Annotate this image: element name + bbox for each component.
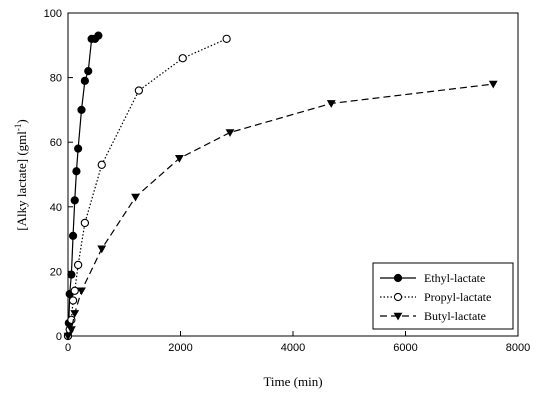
legend-item: Butyl-lactate — [380, 309, 486, 323]
y-axis-title-main: [Alky lactate] (gml — [14, 131, 29, 231]
data-point — [68, 296, 78, 305]
legend: Ethyl-lactate Propyl-lactate Butyl-lactate — [372, 262, 514, 330]
data-point — [393, 292, 403, 302]
data-point — [63, 332, 73, 341]
y-tick-label: 40 — [50, 202, 62, 214]
data-point — [73, 260, 83, 270]
y-axis-ticks: 0 20 40 60 80 100 — [44, 8, 73, 343]
y-axis-title-close: ) — [14, 119, 29, 123]
data-point — [131, 193, 140, 202]
data-point — [70, 196, 79, 205]
data-point — [174, 155, 184, 163]
x-axis-title: Time (min) — [263, 374, 322, 389]
data-point — [97, 245, 107, 254]
data-point — [77, 287, 86, 296]
x-tick-label: 6000 — [393, 342, 417, 354]
x-tick-label: 0 — [65, 342, 71, 354]
data-point — [68, 231, 78, 240]
data-point — [97, 160, 106, 169]
legend-item: Ethyl-lactate — [380, 271, 485, 285]
y-tick-label: 60 — [50, 137, 62, 149]
data-point — [393, 312, 403, 321]
legend-label: Butyl-lactate — [424, 309, 486, 323]
data-point — [488, 80, 498, 89]
y-axis-title-sup: -1 — [13, 124, 23, 132]
data-point — [77, 105, 86, 115]
x-tick-label: 8000 — [506, 342, 530, 354]
data-point — [178, 54, 187, 63]
y-axis-title: [Alky lactate] (gml-1) — [13, 119, 29, 230]
legend-label: Ethyl-lactate — [424, 271, 485, 285]
y-tick-label: 20 — [50, 266, 62, 278]
data-point — [66, 326, 76, 334]
y-tick-label: 0 — [56, 331, 62, 343]
legend-label: Propyl-lactate — [424, 290, 491, 304]
data-point — [222, 34, 231, 43]
y-tick-label: 80 — [50, 73, 62, 85]
series-butyl-lactate — [63, 80, 498, 341]
data-point — [393, 273, 403, 283]
data-point — [67, 270, 76, 279]
legend-item: Propyl-lactate — [380, 290, 491, 304]
x-axis-ticks: 0 2000 4000 6000 8000 — [65, 331, 530, 354]
y-tick-label: 100 — [44, 8, 62, 20]
data-point — [70, 310, 80, 318]
data-point — [80, 76, 89, 85]
data-point — [134, 86, 144, 95]
data-point — [225, 129, 235, 137]
series-line — [67, 83, 494, 337]
data-point — [74, 144, 83, 153]
series-layer — [63, 31, 498, 341]
x-tick-label: 2000 — [168, 342, 192, 354]
data-point — [84, 67, 93, 76]
x-tick-label: 4000 — [281, 342, 305, 354]
data-point — [326, 100, 336, 108]
data-point — [80, 218, 90, 228]
data-point — [72, 167, 81, 176]
data-point — [94, 31, 103, 40]
data-point — [70, 286, 79, 295]
